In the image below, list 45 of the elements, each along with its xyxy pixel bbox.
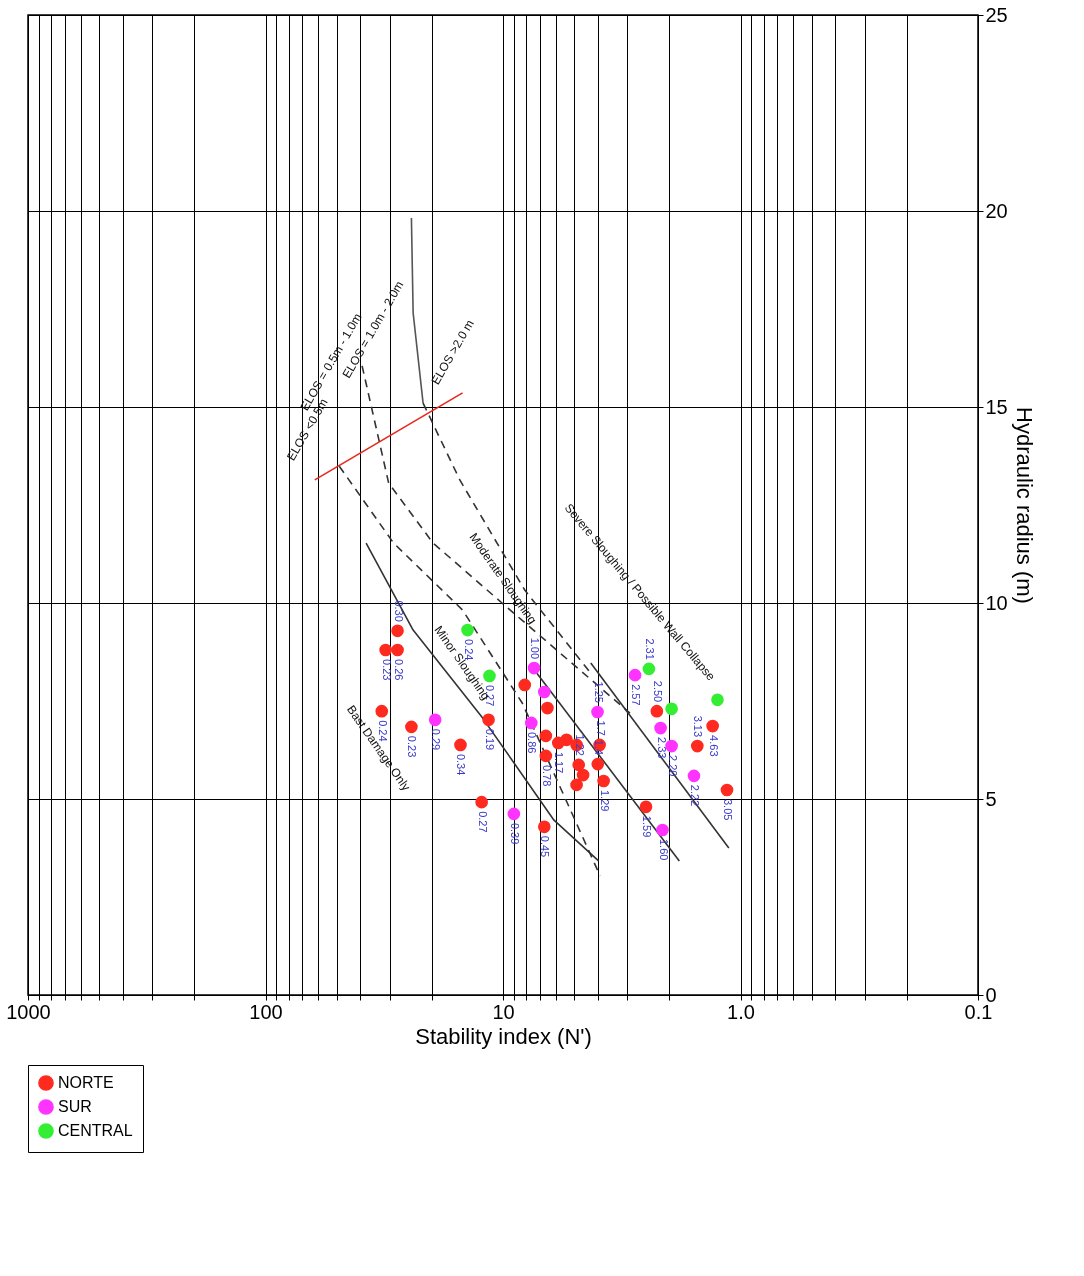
annotation: 1.17 [553,751,566,774]
annotation: 0.86 [526,731,539,754]
annotation: 3.13 [692,715,705,738]
legend-label: CENTRAL [58,1122,133,1139]
annotation: 1.29 [598,789,611,812]
y-tick-label: 15 [985,395,1008,418]
annotation: 0.39 [508,822,521,845]
annotation: 0.45 [539,835,552,858]
annotation: 0.19 [483,728,496,751]
legend-label: NORTE [58,1074,114,1091]
x-tick-label: 1000 [6,1000,51,1023]
y-tick-label: 0 [985,983,997,1006]
annotation: 1.22 [573,734,586,756]
annotation: 2.57 [630,684,643,706]
x-tick-label: 100 [249,1000,283,1023]
annotation: 2.33 [655,737,668,759]
annotation: 1.4 [592,739,605,756]
annotation: 0.26 [392,659,405,681]
annotation: 1.59 [640,815,653,838]
y-tick-label: 25 [985,3,1008,26]
legend-label: SUR [58,1098,92,1115]
annotation: 3.05 [721,798,734,821]
y-tick-label: 5 [985,787,997,810]
annotation: 0.27 [476,811,489,833]
x-tick-label: 10 [492,1000,515,1023]
annotation: 1.00 [529,637,542,660]
annotation: 2.31 [643,638,656,660]
annotation: 1.60 [657,838,670,861]
annotation: 1.7 [594,720,607,736]
annotation: 2.50 [651,680,664,703]
x-tick-label: 1.0 [727,1000,755,1023]
annotation: 1.25 [592,681,605,703]
annotation: 4.63 [707,735,720,757]
x-axis-title: Stability index (N') [415,1023,592,1049]
annotation: 0.23 [406,735,419,758]
y-tick-label: 10 [985,591,1008,614]
annotation: 0.34 [455,753,468,776]
annotation: 0.23 [380,659,393,681]
y-tick-label: 20 [985,199,1008,222]
annotation: 0.30 [392,600,405,622]
y-axis-title: Hydraulic radius (m) [1011,407,1037,604]
annotation: 2.22 [688,784,701,807]
annotation: 0.29 [430,728,443,751]
annotation: 2.20 [666,755,679,777]
annotation: 0.78 [540,764,553,787]
